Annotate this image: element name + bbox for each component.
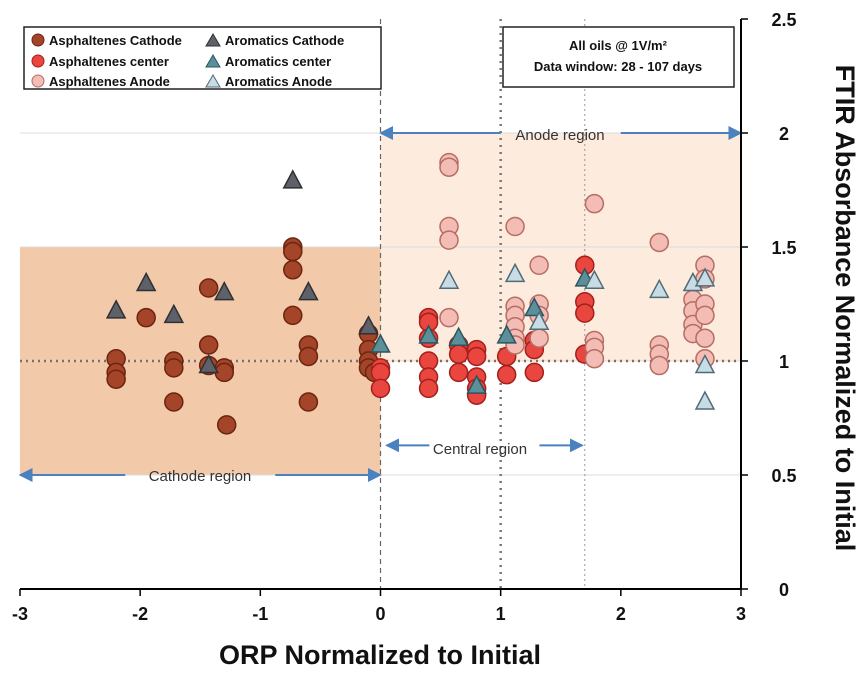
aromatics-anode-point-4 xyxy=(649,278,670,299)
asphaltenes-cathode-point-16 xyxy=(283,305,303,326)
legend-marker-asphaltenes-cathode xyxy=(31,33,45,47)
aromatics-center-point-2 xyxy=(448,326,469,346)
aromatics-cathode-point-5 xyxy=(282,169,304,189)
x-tick-label-1: -1 xyxy=(252,604,268,624)
axis-layer: -3 -2 -1 0 1 2 3 0 0.5 1 1.5 2 2.5 xyxy=(12,10,797,624)
y-tick-label-2: 2 xyxy=(779,124,789,144)
legend-marker-aromatics-cathode xyxy=(205,33,221,47)
y-tick-label-1: 1 xyxy=(779,352,789,372)
asphaltenes-center-point-8 xyxy=(418,378,439,399)
asphaltenes-cathode-point-7 xyxy=(198,278,219,298)
asphaltenes-cathode-point-18 xyxy=(298,346,319,367)
asphaltenes-center-point-21 xyxy=(524,362,545,383)
legend-label-asphaltenes-center: Asphaltenes center xyxy=(49,54,169,69)
aromatics-anode-point-1 xyxy=(504,262,526,283)
x-tick-label-2: -2 xyxy=(132,604,148,624)
aromatics-cathode-point-0 xyxy=(105,299,127,319)
asphaltenes-anode-point-19 xyxy=(649,232,670,253)
info-box-line2: Data window: 28 - 107 days xyxy=(534,59,702,74)
aromatics-anode-point-2 xyxy=(528,310,550,330)
aromatics-center-point-1 xyxy=(418,324,439,344)
x-tick-label-1: 1 xyxy=(496,604,506,624)
aromatics-cathode-point-3 xyxy=(214,280,235,301)
x-tick-label-0: 0 xyxy=(375,604,385,624)
y-tick-label-1-5: 1.5 xyxy=(771,238,796,258)
asphaltenes-cathode-point-14 xyxy=(283,241,303,262)
legend-label-aromatics-cathode: Aromatics Cathode xyxy=(225,33,344,48)
x-tick-label-3: 3 xyxy=(736,604,746,624)
aromatics-cathode-point-2 xyxy=(163,303,185,324)
info-box: All oils @ 1V/m² Data window: 28 - 107 d… xyxy=(502,26,735,88)
x-tick-label-2: 2 xyxy=(616,604,626,624)
asphaltenes-anode-point-1 xyxy=(439,157,459,177)
aromatics-anode-point-7 xyxy=(694,353,716,374)
asphaltenes-cathode-point-3 xyxy=(136,307,156,328)
legend-marker-asphaltenes-center xyxy=(31,54,45,68)
asphaltenes-center-point-13 xyxy=(466,346,487,367)
central-region-label: Central region xyxy=(433,441,527,458)
asphaltenes-cathode-point-19 xyxy=(298,392,319,412)
asphaltenes-anode-point-30 xyxy=(695,305,715,326)
aromatics-anode-point-0 xyxy=(438,269,460,289)
aromatics-cathode-point-1 xyxy=(135,271,157,292)
legend-marker-aromatics-center xyxy=(205,54,221,68)
asphaltenes-center-point-11 xyxy=(448,362,469,383)
aromatics-cathode-point-4 xyxy=(198,353,219,374)
y-tick-label-2-5: 2.5 xyxy=(771,10,796,30)
aromatics-anode-point-8 xyxy=(694,390,716,410)
asphaltenes-center-point-2 xyxy=(370,378,391,399)
legend-label-asphaltenes-cathode: Asphaltenes Cathode xyxy=(49,33,182,48)
aromatics-cathode-point-7 xyxy=(358,315,379,335)
asphaltenes-anode-point-31 xyxy=(695,328,715,348)
y-tick-label-0: 0 xyxy=(779,580,789,600)
asphaltenes-center-point-24 xyxy=(575,303,595,323)
asphaltenes-center-point-18 xyxy=(496,364,517,385)
y-axis-title: FTIR Absorbance Normalized to Initial xyxy=(830,65,859,552)
legend-label-aromatics-anode: Aromatics Anode xyxy=(225,74,332,89)
asphaltenes-anode-point-22 xyxy=(649,355,670,376)
region-arrows-layer xyxy=(18,126,743,482)
asphaltenes-cathode-point-12 xyxy=(216,415,237,435)
asphaltenes-anode-point-14 xyxy=(529,328,549,348)
x-axis-title: ORP Normalized to Initial xyxy=(219,640,541,670)
asphaltenes-anode-point-4 xyxy=(439,307,459,328)
aromatics-center-point-0 xyxy=(370,333,391,353)
asphaltenes-cathode-point-8 xyxy=(198,335,219,355)
aromatics-anode-point-3 xyxy=(584,269,605,289)
legend-label-asphaltenes-anode: Asphaltenes Anode xyxy=(49,74,170,89)
legend-marker-aromatics-anode xyxy=(205,74,221,88)
asphaltenes-anode-point-5 xyxy=(505,216,525,237)
asphaltenes-anode-point-18 xyxy=(584,348,605,369)
aromatics-cathode-point-6 xyxy=(298,280,319,301)
legend-frame xyxy=(23,26,382,90)
aromatics-center-point-3 xyxy=(466,374,487,394)
asphaltenes-anode-point-3 xyxy=(439,230,459,250)
legend-marker-asphaltenes-anode xyxy=(31,74,45,88)
info-box-line1: All oils @ 1V/m² xyxy=(569,38,668,53)
asphaltenes-center-point-10 xyxy=(448,344,469,364)
aromatics-center-point-4 xyxy=(496,324,517,344)
anode-region-label: Anode region xyxy=(515,127,604,144)
y-tick-label-0-5: 0.5 xyxy=(771,466,796,486)
asphaltenes-cathode-point-2 xyxy=(106,369,126,389)
info-box-frame xyxy=(502,26,735,88)
asphaltenes-cathode-point-5 xyxy=(164,358,184,378)
x-tick-label-3: -3 xyxy=(12,604,28,624)
asphaltenes-cathode-point-6 xyxy=(164,392,184,412)
data-points-layer xyxy=(105,152,716,435)
cathode-region-label: Cathode region xyxy=(149,468,252,485)
asphaltenes-cathode-point-15 xyxy=(283,260,303,280)
asphaltenes-anode-point-15 xyxy=(584,193,605,214)
asphaltenes-anode-point-11 xyxy=(529,255,549,275)
legend-label-aromatics-center: Aromatics center xyxy=(225,54,331,69)
legend: Asphaltenes Cathode Asphaltenes center A… xyxy=(23,26,382,90)
aromatics-anode-point-6 xyxy=(694,267,716,287)
